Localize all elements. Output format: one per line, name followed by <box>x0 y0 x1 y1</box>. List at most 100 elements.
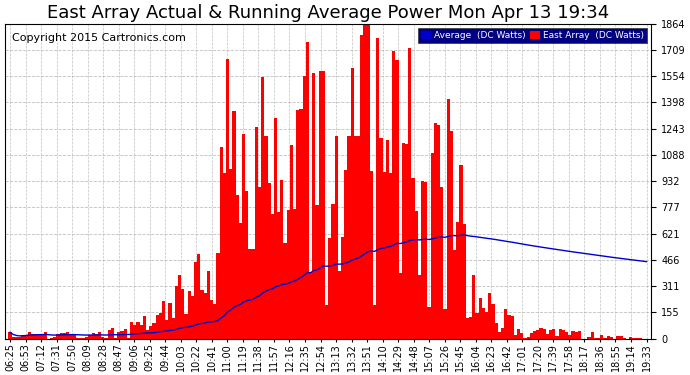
Bar <box>389 173 392 339</box>
Bar <box>133 325 137 339</box>
Bar <box>313 73 315 339</box>
Bar <box>497 332 501 339</box>
Bar <box>469 318 472 339</box>
Bar <box>57 334 59 339</box>
Bar <box>284 243 286 339</box>
Bar <box>562 330 565 339</box>
Bar <box>53 337 57 339</box>
Bar <box>120 331 124 339</box>
Bar <box>223 172 226 339</box>
Bar <box>549 330 552 339</box>
Bar <box>76 338 79 339</box>
Bar <box>233 111 235 339</box>
Bar <box>188 291 190 339</box>
Bar <box>21 335 24 339</box>
Bar <box>18 337 21 339</box>
Bar <box>172 318 175 339</box>
Bar <box>111 328 114 339</box>
Bar <box>69 334 72 339</box>
Bar <box>303 76 306 339</box>
Bar <box>434 123 437 339</box>
Bar <box>331 204 335 339</box>
Bar <box>139 325 143 339</box>
Bar <box>472 275 475 339</box>
Bar <box>261 77 264 339</box>
Bar <box>286 210 290 339</box>
Bar <box>24 334 28 339</box>
Bar <box>446 99 450 339</box>
Bar <box>453 251 456 339</box>
Bar <box>456 222 460 339</box>
Bar <box>415 211 418 339</box>
Bar <box>610 337 613 339</box>
Bar <box>431 153 434 339</box>
Bar <box>587 336 591 339</box>
Bar <box>565 332 568 339</box>
Bar <box>475 313 479 339</box>
Bar <box>370 171 373 339</box>
Bar <box>315 206 319 339</box>
Bar <box>511 316 514 339</box>
Bar <box>204 293 207 339</box>
Bar <box>546 334 549 339</box>
Bar <box>251 249 255 339</box>
Bar <box>79 338 82 339</box>
Bar <box>542 329 546 339</box>
Bar <box>309 273 313 339</box>
Bar <box>184 314 188 339</box>
Bar <box>325 305 328 339</box>
Bar <box>427 308 431 339</box>
Bar <box>338 271 341 339</box>
Bar <box>146 330 149 339</box>
Bar <box>322 71 325 339</box>
Bar <box>82 338 85 339</box>
Bar <box>274 118 277 339</box>
Bar <box>462 224 466 339</box>
Bar <box>37 334 41 339</box>
Bar <box>328 238 331 339</box>
Bar <box>399 273 402 339</box>
Bar <box>280 180 284 339</box>
Bar <box>319 72 322 339</box>
Bar <box>270 214 274 339</box>
Bar <box>28 332 31 339</box>
Bar <box>63 333 66 339</box>
Bar <box>555 336 559 339</box>
Bar <box>348 136 351 339</box>
Bar <box>526 338 530 339</box>
Bar <box>268 183 270 339</box>
Bar <box>344 170 348 339</box>
Bar <box>517 329 520 339</box>
Bar <box>293 209 296 339</box>
Bar <box>536 330 540 339</box>
Bar <box>366 23 370 339</box>
Bar <box>351 68 354 339</box>
Bar <box>258 186 261 339</box>
Bar <box>306 42 309 339</box>
Bar <box>296 110 299 339</box>
Bar <box>444 309 446 339</box>
Bar <box>514 335 517 339</box>
Bar <box>200 290 204 339</box>
Bar <box>578 331 581 339</box>
Bar <box>8 332 12 339</box>
Bar <box>219 147 223 339</box>
Bar <box>248 249 252 339</box>
Bar <box>460 165 462 339</box>
Bar <box>50 338 53 339</box>
Bar <box>155 315 159 339</box>
Bar <box>380 138 383 339</box>
Bar <box>162 301 165 339</box>
Bar <box>489 292 491 339</box>
Bar <box>72 334 76 339</box>
Bar <box>629 337 632 339</box>
Bar <box>616 336 620 339</box>
Bar <box>597 338 600 339</box>
Bar <box>411 178 415 339</box>
Bar <box>88 335 92 339</box>
Bar <box>520 333 524 339</box>
Bar <box>485 312 489 339</box>
Bar <box>190 296 194 339</box>
Bar <box>335 136 338 339</box>
Bar <box>101 337 104 339</box>
